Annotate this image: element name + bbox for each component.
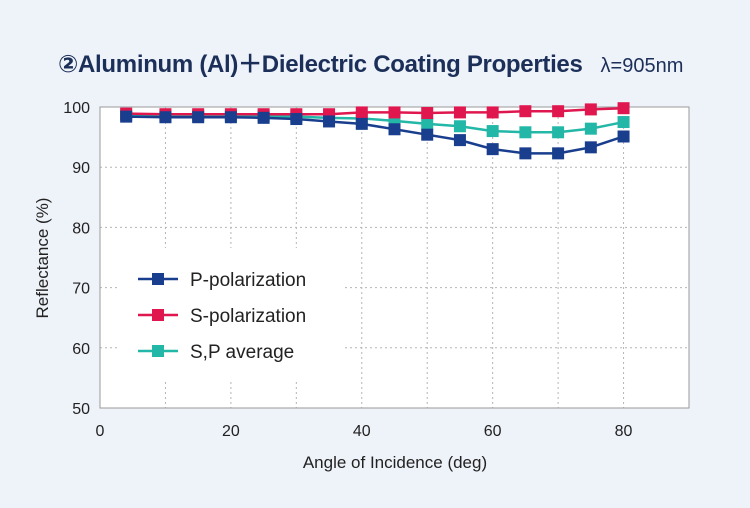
series-line <box>126 115 624 155</box>
data-point <box>421 128 434 141</box>
data-point <box>617 102 630 115</box>
legend-label: S-polarization <box>190 306 306 327</box>
data-point <box>584 122 597 135</box>
legend-marker <box>152 309 164 321</box>
y-tick-label: 50 <box>72 401 90 418</box>
data-point <box>290 113 303 126</box>
data-point <box>355 117 368 130</box>
data-point <box>552 126 565 139</box>
legend-label: S,P average <box>190 342 294 363</box>
data-point <box>453 106 466 119</box>
data-point <box>355 106 368 119</box>
chart-title: ②Aluminum (Al)＋Dielectric Coating Proper… <box>58 51 583 78</box>
x-tick-label: 40 <box>353 423 371 440</box>
data-point <box>257 111 270 124</box>
y-tick-label: 60 <box>72 341 90 358</box>
data-point <box>224 111 237 124</box>
data-point <box>388 106 401 119</box>
data-point <box>192 111 205 124</box>
legend-entry: P-polarization <box>138 270 306 291</box>
data-point <box>453 120 466 133</box>
series-group <box>120 102 630 160</box>
x-tick-label: 0 <box>96 423 105 440</box>
y-axis-label: Reflectance (%) <box>33 198 52 319</box>
data-point <box>453 134 466 147</box>
data-point <box>552 147 565 160</box>
data-point <box>519 147 532 160</box>
data-point <box>519 105 532 118</box>
data-point <box>584 103 597 116</box>
legend-marker <box>152 273 164 285</box>
x-tick-label: 60 <box>484 423 502 440</box>
legend-marker <box>152 345 164 357</box>
y-tick-label: 100 <box>63 100 90 117</box>
data-point <box>552 105 565 118</box>
legend: P-polarization S-polarization S,P average <box>118 248 345 382</box>
chart-subtitle: λ=905nm <box>600 55 684 77</box>
series-p-polarization <box>120 110 630 160</box>
legend-entry: S,P average <box>138 342 294 363</box>
y-tick-label: 70 <box>72 281 90 298</box>
data-point <box>120 110 133 123</box>
data-point <box>486 106 499 119</box>
data-point <box>617 130 630 143</box>
y-tick-label: 90 <box>72 160 90 177</box>
legend-entry: S-polarization <box>138 306 306 327</box>
data-point <box>519 126 532 139</box>
data-point <box>323 115 336 128</box>
y-tick-label: 80 <box>72 220 90 237</box>
data-point <box>486 125 499 138</box>
data-point <box>159 111 172 124</box>
data-point <box>421 107 434 120</box>
data-point <box>486 143 499 156</box>
series-line <box>126 106 624 116</box>
data-point <box>421 117 434 130</box>
data-point <box>617 116 630 129</box>
tick-labels: 0 20 40 60 80 50 60 70 80 90 100 <box>63 100 632 440</box>
x-tick-label: 80 <box>615 423 633 440</box>
legend-label: P-polarization <box>190 270 306 291</box>
data-point <box>388 123 401 136</box>
data-point <box>584 141 597 154</box>
title-row: ②Aluminum (Al)＋Dielectric Coating Proper… <box>58 44 683 79</box>
x-tick-label: 20 <box>222 423 240 440</box>
x-axis-label: Angle of Incidence (deg) <box>303 453 487 472</box>
